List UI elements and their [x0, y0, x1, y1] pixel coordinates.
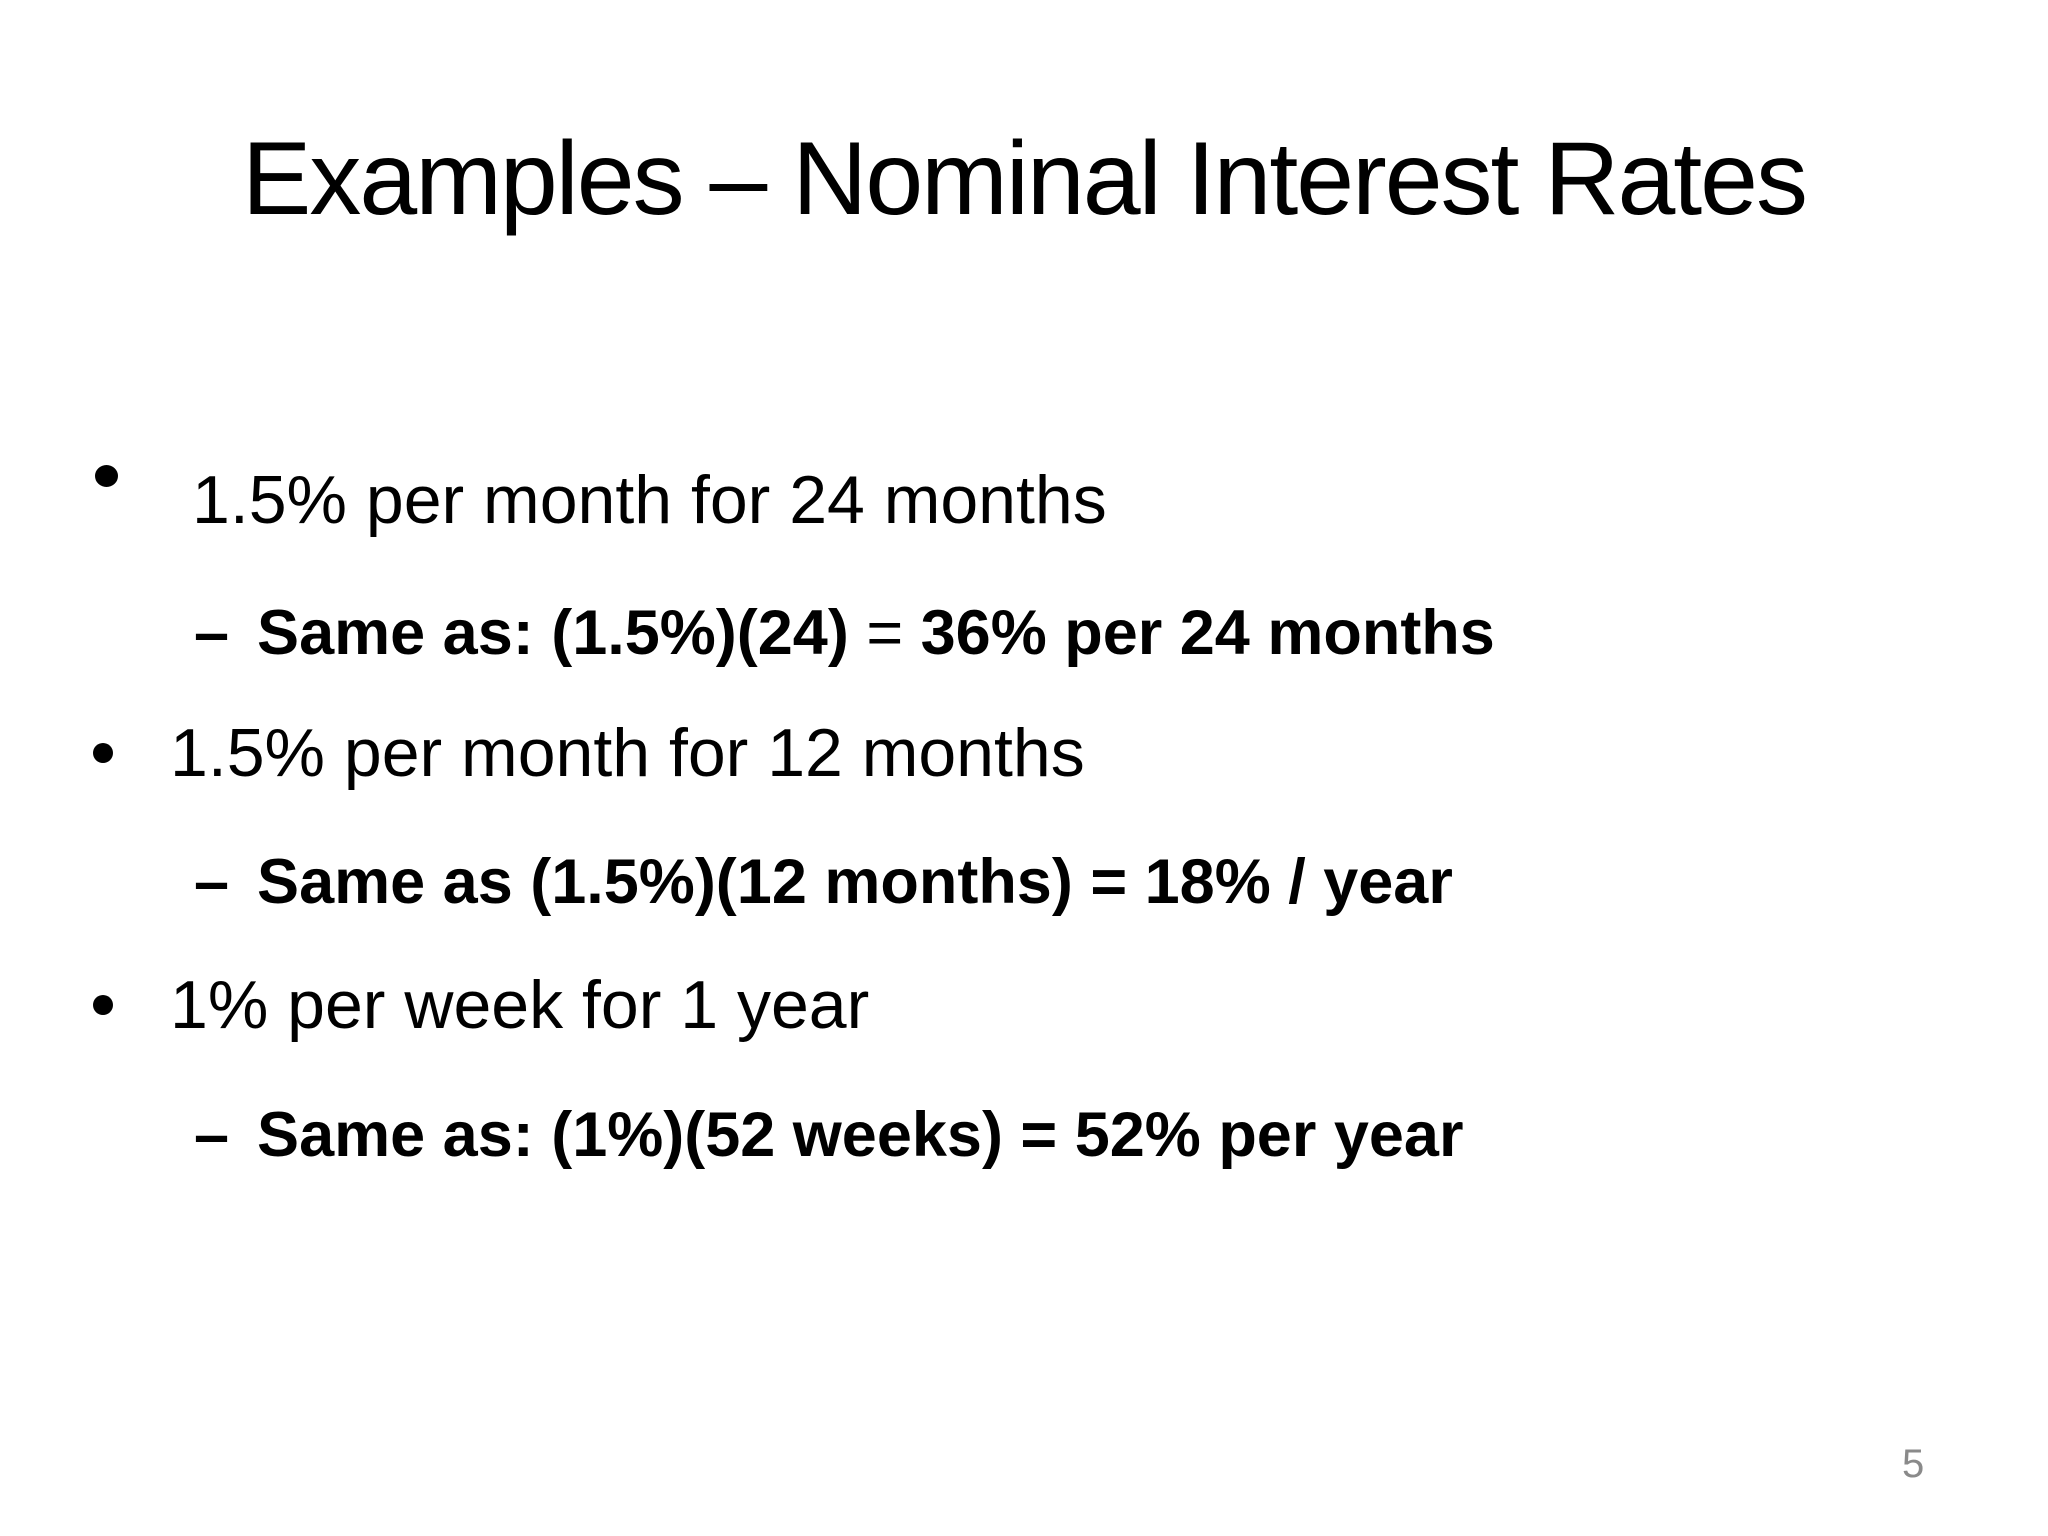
sub-bullet-item: – Same as (1.5%)(12 months) = 18% / year [194, 832, 1453, 932]
sub-bullet-segment: Same as: (1.5%)(24) [257, 598, 849, 668]
bullet-text: 1% per week for 1 year [170, 967, 870, 1043]
sub-bullet-dash: – [194, 847, 230, 917]
bullet-item: 1.5% per month for 24 months [95, 450, 1107, 550]
slide-title: Examples – Nominal Interest Rates [241, 121, 1808, 237]
sub-bullet-segment: = [848, 598, 921, 668]
sub-bullet-text: Same as: (1%)(52 weeks) = 52% per year [257, 1099, 1463, 1171]
sub-bullet-text: Same as (1.5%)(12 months) = 18% / year [257, 846, 1453, 918]
sub-bullet-item: – Same as: (1.5%)(24) = 36% per 24 month… [194, 583, 1495, 683]
bullet-marker [93, 743, 113, 763]
sub-bullet-segment: Same as (1.5%)(12 months) = 18% / year [257, 847, 1453, 917]
bullet-text: 1.5% per month for 12 months [170, 715, 1085, 791]
bullet-marker [95, 465, 118, 487]
sub-bullet-text: Same as: (1.5%)(24) = 36% per 24 months [257, 597, 1495, 669]
sub-bullet-item: – Same as: (1%)(52 weeks) = 52% per year [194, 1085, 1464, 1185]
bullet-marker [93, 995, 113, 1015]
sub-bullet-segment: Same as: (1%)(52 weeks) = 52% per year [257, 1100, 1464, 1170]
bullet-text: 1.5% per month for 24 months [192, 462, 1107, 538]
bullet-item: 1% per week for 1 year [93, 955, 869, 1055]
page-number: 5 [1902, 1442, 1925, 1486]
bullet-item: 1.5% per month for 12 months [93, 703, 1085, 803]
sub-bullet-dash: – [194, 1100, 230, 1170]
sub-bullet-dash: – [194, 598, 230, 668]
sub-bullet-segment: 36% per 24 months [920, 598, 1495, 668]
